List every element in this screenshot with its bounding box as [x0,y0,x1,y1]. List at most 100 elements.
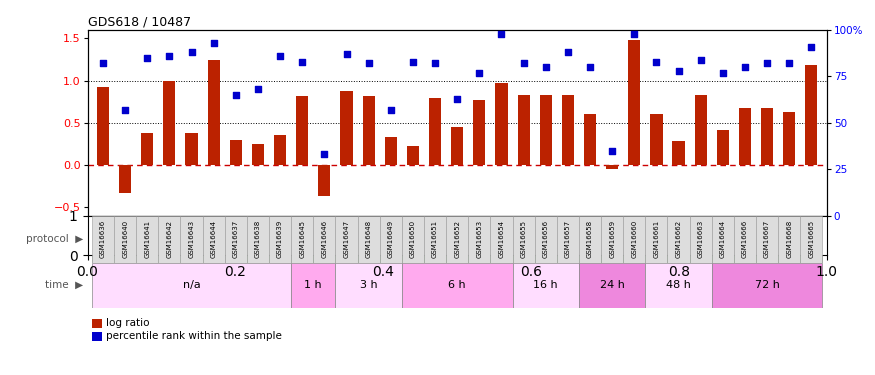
Bar [517,95,529,165]
Text: GSM16654: GSM16654 [499,220,505,258]
Bar [186,133,198,165]
Point [694,57,708,63]
Text: GSM16655: GSM16655 [521,220,527,258]
Bar [407,147,419,165]
Bar [490,216,513,262]
Point [140,55,154,61]
Bar [291,216,822,262]
Bar [673,141,684,165]
Text: GSM16644: GSM16644 [211,220,217,258]
Bar [340,91,353,165]
Bar [650,114,662,165]
Text: GSM16668: GSM16668 [787,220,792,258]
Text: GSM16652: GSM16652 [454,220,460,258]
Text: GSM16666: GSM16666 [742,220,748,258]
Bar [738,108,751,165]
Bar [711,216,734,262]
Point [295,58,309,64]
Bar [402,262,513,308]
Point [318,152,332,157]
Text: GSM16648: GSM16648 [366,220,372,258]
Bar [761,108,774,165]
Text: GSM16653: GSM16653 [476,220,482,258]
Bar [380,216,402,262]
Bar [623,216,646,262]
Text: n/a: n/a [183,280,200,290]
Point [185,49,199,55]
Bar [801,216,822,262]
Bar [247,216,269,262]
Text: GSM16636: GSM16636 [100,220,106,258]
Bar [114,216,136,262]
Bar [711,262,822,308]
Point [716,70,730,76]
Text: GSM16650: GSM16650 [410,220,416,258]
Bar [97,87,109,165]
Text: sham: sham [143,234,173,244]
Bar [313,216,335,262]
Text: GSM16642: GSM16642 [166,220,172,258]
Text: GSM16637: GSM16637 [233,220,239,258]
Bar [158,216,180,262]
Bar [446,216,468,262]
Text: control: control [239,234,277,244]
Text: GSM16645: GSM16645 [299,220,305,258]
Bar [717,130,729,165]
Bar [473,100,486,165]
Text: GSM16656: GSM16656 [542,220,549,258]
Point [251,86,265,92]
Bar [335,216,358,262]
Bar [358,216,380,262]
Bar [230,140,242,165]
Bar [556,216,579,262]
Bar [579,216,601,262]
Bar [92,216,114,262]
Bar [579,262,646,308]
Text: 24 h: 24 h [599,280,625,290]
Bar [269,216,291,262]
Text: time  ▶: time ▶ [45,280,83,290]
Bar [540,95,552,165]
Point [539,64,553,70]
Text: 6 h: 6 h [448,280,466,290]
Text: GSM16664: GSM16664 [720,220,726,258]
Bar [92,216,225,262]
Bar [141,133,153,165]
Point [428,60,442,66]
Text: GSM16640: GSM16640 [123,220,128,258]
Text: GSM16658: GSM16658 [587,220,593,258]
Text: 16 h: 16 h [534,280,558,290]
Point [473,70,487,76]
Text: 48 h: 48 h [666,280,691,290]
Point [760,60,774,66]
Point [96,60,110,66]
Bar [606,165,619,169]
Bar [274,135,286,165]
Point [494,31,508,37]
Bar [252,144,264,165]
Point [229,92,243,98]
Text: GSM16651: GSM16651 [432,220,438,258]
Bar [164,81,176,165]
Text: GSM16646: GSM16646 [321,220,327,258]
Point [804,44,818,50]
Point [738,64,752,70]
Bar [690,216,711,262]
Bar [695,95,707,165]
Point [782,60,796,66]
Text: GSM16643: GSM16643 [188,220,194,258]
Bar [468,216,490,262]
Bar [535,216,556,262]
Text: percentile rank within the sample: percentile rank within the sample [106,332,282,341]
Bar [646,262,711,308]
Bar [562,95,574,165]
Bar [584,114,596,165]
Bar [225,216,291,262]
Text: GDS618 / 10487: GDS618 / 10487 [88,16,191,29]
Bar [119,165,131,193]
Bar [668,216,690,262]
Point [671,68,685,74]
Text: GSM16641: GSM16641 [144,220,150,258]
Point [206,40,220,46]
Bar [180,216,203,262]
